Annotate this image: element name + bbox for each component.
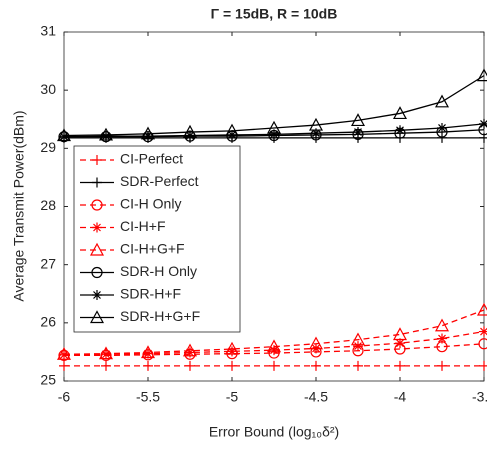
- data-point: [311, 360, 321, 371]
- y-axis-label: Average Transmit Power(dBm): [11, 110, 27, 301]
- y-tick-label: 27: [40, 255, 56, 271]
- data-point: [434, 94, 450, 108]
- data-point: [140, 345, 156, 359]
- data-point: [392, 106, 408, 120]
- data-point: [266, 120, 282, 134]
- data-point: [269, 360, 279, 371]
- data-point: [269, 129, 279, 140]
- legend-marker: [89, 310, 105, 324]
- data-point: [143, 131, 153, 142]
- data-point: [437, 333, 447, 344]
- legend-label: SDR-H Only: [120, 263, 197, 279]
- data-point: [350, 113, 366, 127]
- data-point: [392, 327, 408, 341]
- data-point: [437, 360, 447, 371]
- data-point: [437, 122, 447, 133]
- data-point: [143, 360, 153, 371]
- data-point: [56, 346, 72, 360]
- y-tick-label: 26: [40, 314, 56, 330]
- x-tick-label: -5: [226, 389, 239, 405]
- data-point: [478, 338, 487, 350]
- data-point: [395, 125, 405, 136]
- data-point: [434, 318, 450, 332]
- data-point: [185, 347, 195, 358]
- data-point: [182, 343, 198, 357]
- data-point: [143, 348, 153, 359]
- y-tick-label: 29: [40, 139, 56, 155]
- data-point: [227, 360, 237, 371]
- legend-box: [73, 145, 241, 333]
- legend-marker: [92, 155, 102, 165]
- legend-label: SDR-Perfect: [120, 173, 199, 189]
- legend-marker: [91, 199, 103, 211]
- series-line: [63, 75, 485, 137]
- data-point: [311, 128, 321, 139]
- data-point: [59, 131, 69, 142]
- legend-marker: [91, 266, 103, 279]
- data-point: [350, 332, 366, 346]
- y-tick-label: 31: [40, 23, 56, 39]
- data-point: [308, 117, 324, 131]
- data-point: [185, 130, 195, 141]
- data-point: [98, 346, 114, 360]
- data-point: [227, 129, 237, 140]
- legend-label: CI-H Only: [120, 196, 181, 212]
- data-point: [479, 326, 487, 337]
- legend-label: SDR-H+G+F: [120, 308, 200, 324]
- data-point: [353, 360, 363, 371]
- legend-marker: [92, 290, 102, 300]
- data-point: [224, 341, 240, 355]
- data-point: [266, 339, 282, 353]
- y-tick-label: 30: [40, 81, 56, 97]
- legend-marker: [92, 177, 102, 188]
- legend-label: SDR-H+F: [120, 286, 181, 302]
- data-point: [269, 345, 279, 356]
- data-point: [437, 132, 447, 143]
- data-point: [227, 346, 237, 357]
- data-point: [476, 302, 487, 316]
- x-tick-label: -3.5: [472, 389, 487, 405]
- y-tick-label: 25: [40, 372, 56, 388]
- data-point: [101, 131, 111, 142]
- legend-label: CI-H+F: [120, 218, 166, 234]
- legend-label: CI-Perfect: [120, 151, 183, 167]
- data-point: [98, 127, 114, 141]
- data-point: [479, 118, 487, 129]
- data-point: [185, 360, 195, 371]
- data-point: [56, 128, 72, 142]
- data-point: [353, 341, 363, 352]
- data-point: [224, 123, 240, 137]
- data-point: [140, 126, 156, 140]
- data-point: [59, 349, 69, 360]
- chart-title: Γ = 15dB, R = 10dB: [211, 6, 338, 22]
- x-axis-label: Error Bound (log₁₀δ²): [209, 424, 339, 440]
- data-point: [479, 360, 487, 371]
- data-point: [308, 336, 324, 350]
- legend-marker: [92, 222, 102, 233]
- legend-marker: [89, 242, 105, 256]
- data-point: [101, 360, 111, 371]
- data-point: [476, 68, 487, 82]
- x-tick-label: -6: [58, 389, 71, 405]
- x-tick-label: -4.5: [304, 389, 328, 405]
- x-tick-label: -4: [394, 389, 407, 405]
- series-line: [63, 309, 485, 355]
- data-point: [353, 127, 363, 138]
- data-point: [395, 360, 405, 371]
- y-tick-label: 28: [40, 197, 56, 213]
- legend-label: CI-H+G+F: [120, 241, 185, 257]
- data-point: [59, 360, 69, 371]
- x-tick-label: -5.5: [136, 389, 160, 405]
- data-point: [395, 338, 405, 349]
- data-point: [182, 124, 198, 138]
